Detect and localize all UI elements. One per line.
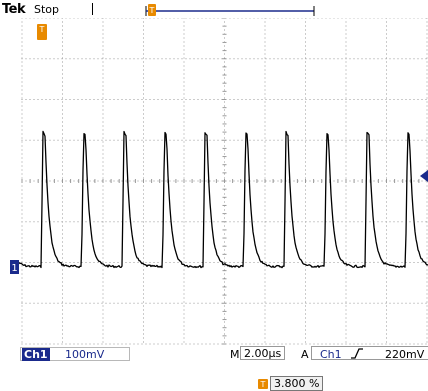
rising-edge-icon — [351, 348, 363, 359]
svg-text:T: T — [39, 25, 45, 34]
trigger-source: Ch1 — [320, 348, 342, 361]
trigger-level-arrow-icon — [420, 170, 428, 182]
trigger-readout-box[interactable] — [311, 346, 428, 360]
trigger-position-value[interactable]: 3.800 % — [270, 376, 324, 391]
record-start-tick — [92, 3, 93, 15]
trigger-position-small-icon: T — [258, 379, 268, 389]
top-status-bar: Tek Stop T — [0, 0, 428, 18]
channel-tag[interactable]: Ch1 — [22, 348, 50, 361]
svg-text:T: T — [149, 6, 155, 15]
scope-display[interactable]: T — [19, 18, 428, 345]
brand-logo: Tek — [2, 2, 26, 17]
trigger-prefix: A — [301, 348, 309, 361]
svg-text:T: T — [260, 380, 266, 389]
ch1-waveform-trace — [19, 130, 428, 269]
acquisition-state: Stop — [34, 3, 60, 16]
record-view-indicator: T — [145, 4, 315, 16]
timebase-value[interactable]: 2.00µs — [240, 346, 286, 360]
channel-readout-box — [20, 347, 130, 361]
trigger-level: 220mV — [385, 348, 425, 361]
svg-text:1: 1 — [11, 263, 17, 274]
channel-scale: 100mV — [65, 348, 105, 361]
ch1-ground-marker-icon: 1 — [10, 260, 19, 274]
graticule — [21, 18, 428, 345]
trigger-time-marker-icon: T — [37, 24, 47, 40]
timebase-prefix: M — [230, 348, 240, 361]
trigger-position-icon: T — [148, 4, 156, 16]
bottom-status-bar: Ch1 100mV M 2.00µs A Ch1 220mV — [0, 346, 428, 364]
